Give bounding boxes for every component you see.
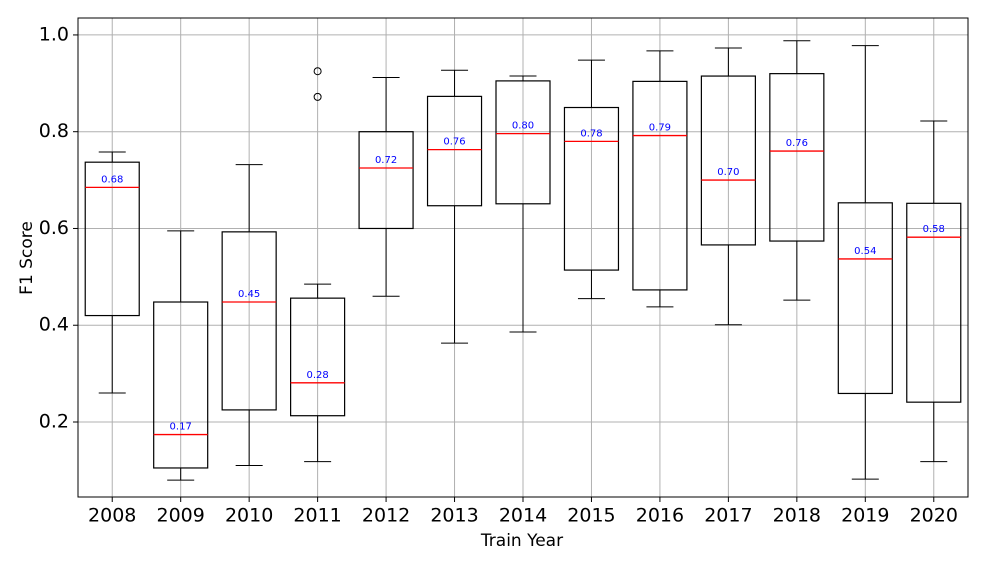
x-tick-label: 2015 bbox=[567, 505, 615, 527]
box-2008: 0.68 bbox=[84, 151, 140, 394]
iqr-box bbox=[84, 161, 140, 317]
x-tick-label: 2016 bbox=[636, 505, 684, 527]
iqr-box bbox=[153, 301, 209, 469]
box-2018: 0.76 bbox=[769, 40, 825, 301]
x-tick-label: 2012 bbox=[362, 505, 410, 527]
median-label: 0.58 bbox=[923, 224, 945, 235]
median-label: 0.68 bbox=[101, 174, 123, 185]
x-tick-label: 2009 bbox=[157, 505, 205, 527]
iqr-box bbox=[700, 75, 756, 246]
box-2014: 0.80 bbox=[495, 75, 551, 333]
iqr-box bbox=[632, 80, 688, 291]
median-label: 0.45 bbox=[238, 289, 260, 300]
x-tick-label: 2011 bbox=[293, 505, 341, 527]
median-label: 0.79 bbox=[649, 123, 671, 134]
box-2017: 0.70 bbox=[700, 47, 756, 326]
median-label: 0.28 bbox=[306, 370, 328, 381]
box-2015: 0.78 bbox=[563, 59, 620, 300]
y-tick-label: 0.6 bbox=[39, 217, 69, 239]
y-ticks: 0.2 0.4 0.6 0.8 1.0 bbox=[39, 23, 78, 433]
x-ticks: 2008 2009 2010 2011 2012 2013 2014 2015 2016 2017… bbox=[88, 497, 958, 527]
iqr-box bbox=[769, 73, 825, 242]
x-tick-label: 2017 bbox=[704, 505, 752, 527]
x-tick-label: 2014 bbox=[499, 505, 547, 527]
iqr-box bbox=[358, 131, 414, 230]
outlier-point bbox=[313, 67, 322, 76]
x-tick-label: 2018 bbox=[773, 505, 821, 527]
boxes: 0.68 0.17 0.45 0.28 0.72 0.76 0.80 0.78 0.79 0.70… bbox=[84, 40, 962, 481]
y-tick-label: 0.4 bbox=[39, 314, 69, 336]
median-label: 0.76 bbox=[443, 137, 465, 148]
x-tick-label: 2020 bbox=[910, 505, 958, 527]
y-axis-label: F1 Score bbox=[17, 221, 37, 295]
outlier-point bbox=[313, 92, 322, 101]
iqr-box bbox=[290, 297, 346, 417]
median-label: 0.17 bbox=[170, 422, 192, 433]
iqr-box bbox=[906, 202, 962, 403]
median-label: 0.78 bbox=[580, 128, 602, 139]
iqr-box bbox=[563, 106, 620, 271]
iqr-box bbox=[426, 95, 483, 207]
median-label: 0.76 bbox=[786, 138, 808, 149]
x-tick-label: 2010 bbox=[225, 505, 273, 527]
box-2011: 0.28 bbox=[290, 67, 346, 463]
box-2020: 0.58 bbox=[906, 120, 962, 463]
iqr-box bbox=[837, 202, 893, 395]
y-tick-label: 0.8 bbox=[39, 120, 69, 142]
box-2010: 0.45 bbox=[221, 164, 277, 467]
x-tick-label: 2019 bbox=[841, 505, 889, 527]
median-label: 0.54 bbox=[854, 246, 876, 257]
median-label: 0.72 bbox=[375, 155, 397, 166]
y-tick-label: 0.2 bbox=[39, 411, 69, 433]
y-tick-label: 1.0 bbox=[39, 23, 69, 45]
median-label: 0.80 bbox=[512, 121, 534, 132]
box-2013: 0.76 bbox=[426, 69, 483, 344]
box-2012: 0.72 bbox=[358, 77, 414, 297]
x-axis-label: Train Year bbox=[480, 531, 563, 551]
box-2019: 0.54 bbox=[837, 45, 893, 480]
x-tick-label: 2013 bbox=[430, 505, 478, 527]
box-2009: 0.17 bbox=[153, 230, 209, 481]
x-tick-label: 2008 bbox=[88, 505, 136, 527]
median-label: 0.70 bbox=[717, 167, 739, 178]
box-2016: 0.79 bbox=[632, 50, 688, 308]
iqr-box bbox=[221, 231, 277, 411]
iqr-box bbox=[495, 80, 551, 205]
